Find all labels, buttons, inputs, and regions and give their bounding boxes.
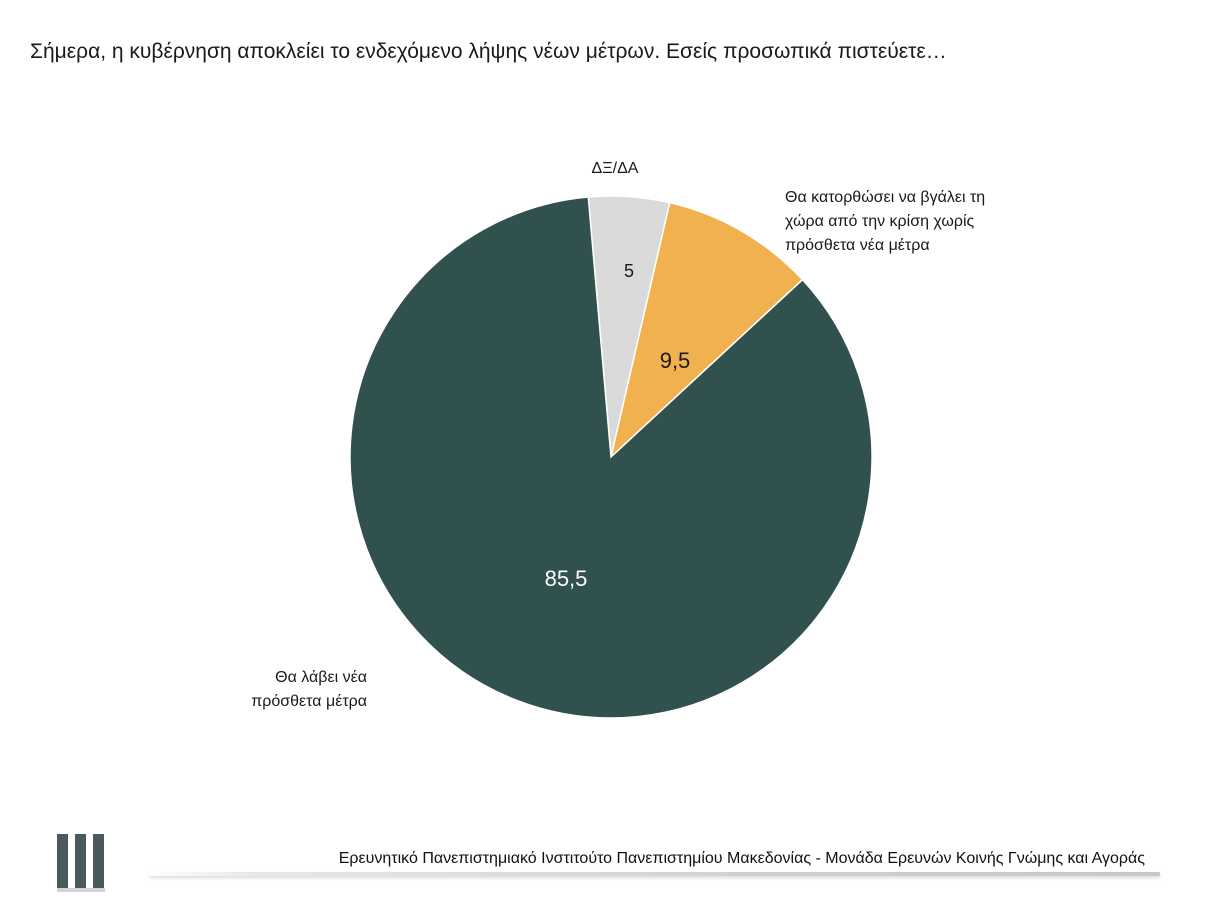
slice-value-label: 5	[624, 261, 634, 281]
slice-category-label: Θα κατορθώσει να βγάλει τη χώρα από την κ…	[785, 189, 985, 254]
page-title: Σήμερα, η κυβέρνηση αποκλείει το ενδεχόμ…	[30, 40, 947, 63]
slice-category-label: Θα λάβει νέα πρόσθετα μέτρα	[251, 669, 367, 710]
pie-slice-3	[349, 196, 873, 719]
institute-logo	[57, 834, 105, 892]
slice-category-label: ΔΞ/ΔΑ	[592, 160, 639, 177]
footer-divider	[150, 872, 1160, 876]
footer-source: Ερευνητικό Πανεπιστημιακό Ινστιτούτο Παν…	[338, 850, 1145, 867]
slice-value-label: 85,5	[545, 566, 588, 591]
pie-slice-2	[609, 201, 804, 460]
slice-value-label: 9,5	[660, 348, 691, 373]
